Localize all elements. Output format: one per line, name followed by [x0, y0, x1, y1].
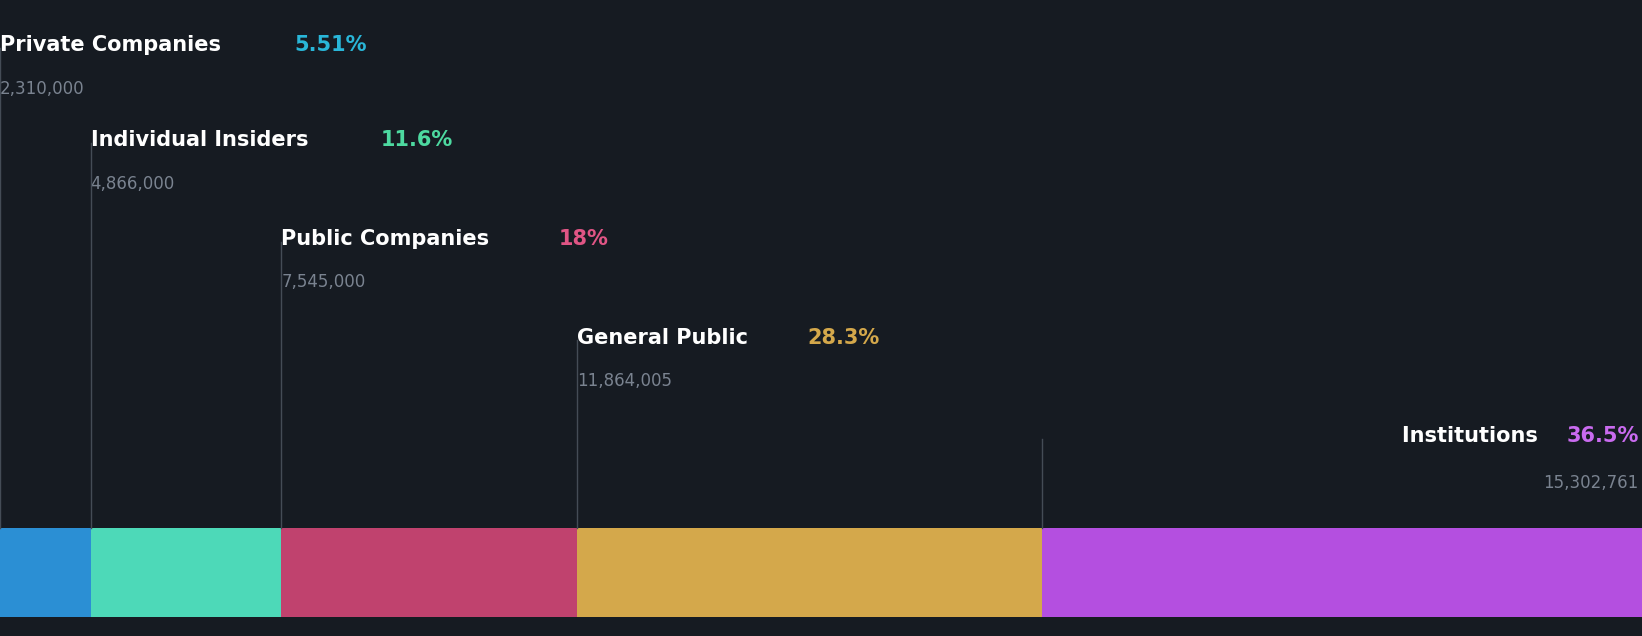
Text: 11.6%: 11.6% — [381, 130, 453, 150]
Bar — [576, 528, 1043, 617]
Text: 36.5%: 36.5% — [1566, 426, 1639, 446]
Text: 28.3%: 28.3% — [806, 328, 878, 347]
Text: 18%: 18% — [560, 229, 609, 249]
Text: Public Companies: Public Companies — [281, 229, 496, 249]
Text: 15,302,761: 15,302,761 — [1543, 474, 1639, 492]
Bar — [0, 528, 90, 617]
Text: 5.51%: 5.51% — [294, 35, 368, 55]
Text: 11,864,005: 11,864,005 — [576, 372, 672, 390]
Bar — [281, 528, 576, 617]
Text: 4,866,000: 4,866,000 — [90, 175, 174, 193]
Text: Institutions: Institutions — [1402, 426, 1545, 446]
Text: Individual Insiders: Individual Insiders — [90, 130, 315, 150]
Text: 7,545,000: 7,545,000 — [281, 273, 366, 291]
Text: General Public: General Public — [576, 328, 755, 347]
Bar — [90, 528, 281, 617]
Bar — [1043, 528, 1642, 617]
Text: Private Companies: Private Companies — [0, 35, 228, 55]
Text: 2,310,000: 2,310,000 — [0, 80, 85, 97]
